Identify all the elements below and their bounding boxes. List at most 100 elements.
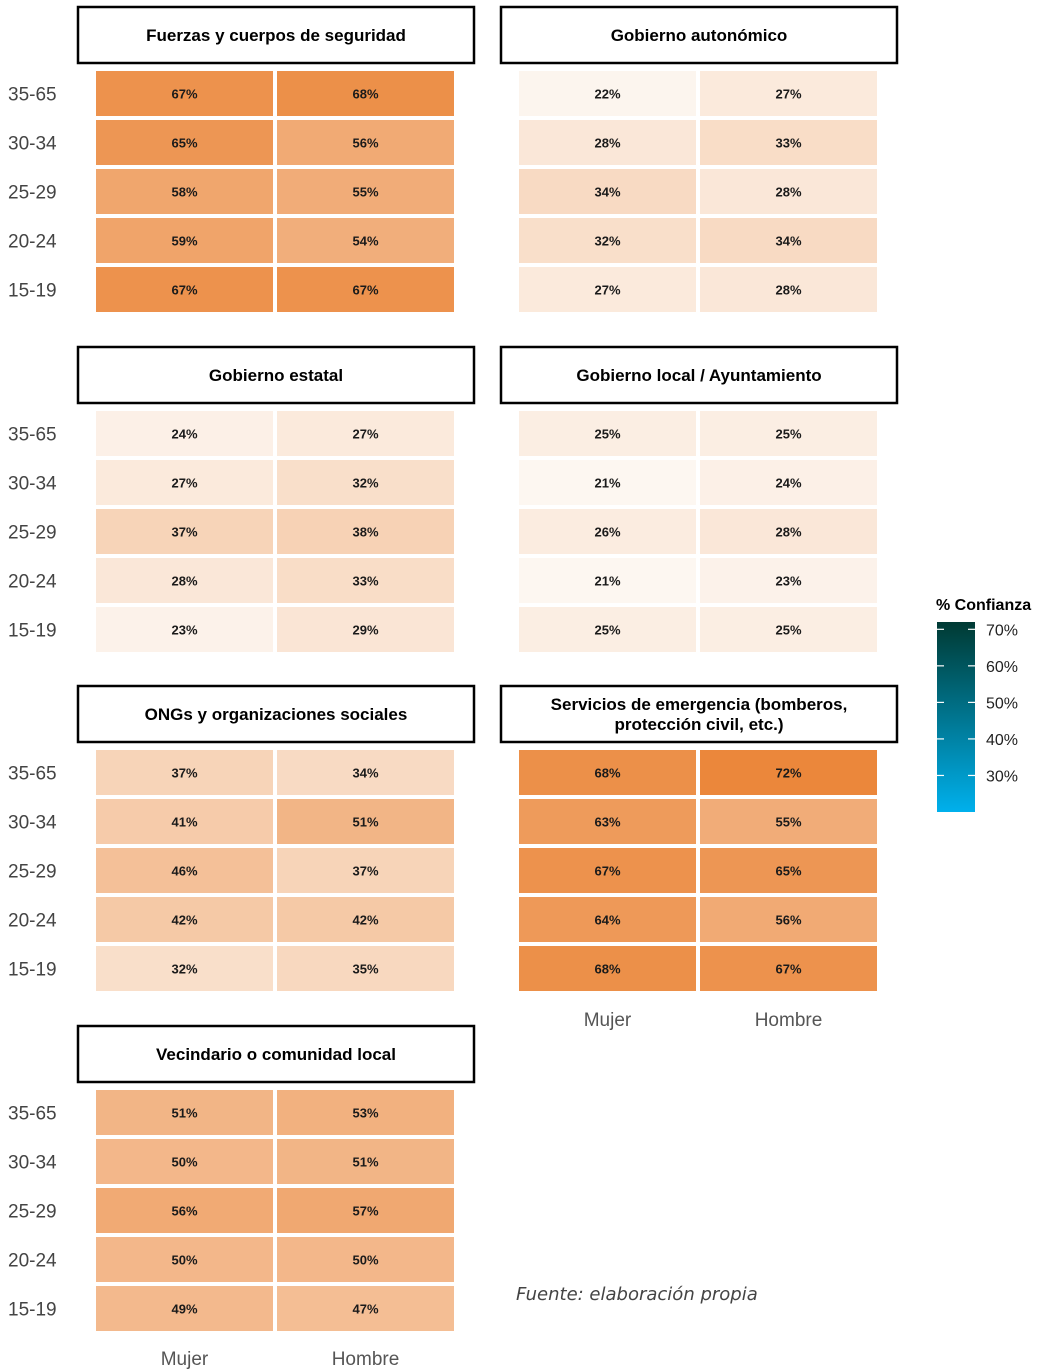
panel-title: Fuerzas y cuerpos de seguridad [146,26,406,45]
cell-label: 47% [352,1302,378,1317]
heatmap-cell [96,411,273,456]
cell-label: 34% [594,185,620,200]
panel-1: Fuerzas y cuerpos de seguridad 67% 68% 65% 5… [8,5,476,312]
panel-title: protección civil, etc.) [614,715,783,734]
cell-label: 56% [171,1204,197,1219]
panel-title-box [499,345,899,405]
row-label: 35-65 [8,1104,57,1125]
cell-label: 27% [775,87,801,102]
cell-label: 55% [775,815,801,830]
heatmap-cell [277,1139,454,1184]
heatmap-cell [700,218,877,263]
heatmap-cell [96,946,273,991]
heatmap-cell [519,799,696,844]
heatmap-cell [700,71,877,116]
heatmap-cell [96,897,273,942]
heatmap-cell [519,169,696,214]
cell-label: 41% [171,815,197,830]
row-label: 20-24 [8,572,57,593]
heatmap-cell [277,558,454,603]
panel-5: ONGs y organizaciones sociales 37% 34% 41% 5… [8,684,476,991]
heatmap-cell [96,750,273,795]
row-label: 30-34 [8,134,57,155]
heatmap-cell [700,946,877,991]
heatmap-cell [96,267,273,312]
legend-title: % Confianza [936,597,1031,614]
heatmap-cell [96,460,273,505]
heatmap-cell [96,848,273,893]
heatmap-cell [700,799,877,844]
cell-label: 21% [594,476,620,491]
row-label: 30-34 [8,813,57,834]
cell-label: 63% [594,815,620,830]
panel-4: Gobierno local / Ayuntamiento 25% 25% 21% 24… [499,345,899,652]
heatmap-cell [700,897,877,942]
cell-label: 24% [775,476,801,491]
row-label: 15-19 [8,1300,57,1321]
panel-3: Gobierno estatal 24% 27% 27% 32% 37% 38% 28% 33%… [8,345,476,652]
cell-label: 28% [775,283,801,298]
heatmap-cell [277,750,454,795]
cell-label: 68% [352,87,378,102]
heatmap-cell [277,897,454,942]
heatmap-cell [96,218,273,263]
cell-label: 27% [594,283,620,298]
heatmap-cell [519,218,696,263]
heatmap-cell [96,1188,273,1233]
cell-label: 50% [171,1253,197,1268]
cell-label: 28% [775,185,801,200]
cell-label: 50% [352,1253,378,1268]
cell-label: 51% [171,1106,197,1121]
cell-label: 55% [352,185,378,200]
cell-label: 59% [171,234,197,249]
heatmap-cell [519,946,696,991]
cell-label: 27% [352,427,378,442]
cell-label: 51% [352,1155,378,1170]
heatmap-cell [277,1090,454,1135]
heatmap-cell [96,1139,273,1184]
heatmap-cell [277,120,454,165]
heatmap-cell [277,607,454,652]
cell-label: 34% [775,234,801,249]
cell-label: 32% [594,234,620,249]
legend-tick-label: 40% [986,732,1018,749]
cell-label: 65% [171,136,197,151]
cell-label: 56% [352,136,378,151]
panel-title: Vecindario o comunidad local [156,1045,396,1064]
heatmap-cell [277,411,454,456]
row-label: 15-19 [8,281,57,302]
legend-tick-label: 60% [986,659,1018,676]
legend-colorbar [937,622,975,812]
heatmap-cell [96,799,273,844]
cell-label: 65% [775,864,801,879]
cell-label: 34% [352,766,378,781]
cell-label: 32% [352,476,378,491]
panel-title-box [76,684,476,744]
row-label: 30-34 [8,474,57,495]
cell-label: 54% [352,234,378,249]
legend-tick-label: 50% [986,695,1018,712]
cell-label: 57% [352,1204,378,1219]
cell-label: 22% [594,87,620,102]
heatmap-cell [700,509,877,554]
heatmap-cell [277,169,454,214]
heatmap-cell [519,750,696,795]
panel-title: Gobierno autonómico [611,26,788,45]
heatmap-cell [700,411,877,456]
panel-2: Gobierno autonómico 22% 27% 28% 33% 34% 28% 32%… [499,5,899,312]
cell-label: 67% [352,283,378,298]
row-label: 25-29 [8,523,57,544]
panel-title-box [76,5,476,65]
panel-title-box [499,5,899,65]
column-label: Hombre [332,1349,400,1370]
heatmap-cell [96,607,273,652]
cell-label: 28% [171,574,197,589]
heatmap-cell [519,267,696,312]
row-label: 35-65 [8,85,57,106]
cell-label: 37% [352,864,378,879]
heatmap-cell [519,848,696,893]
cell-label: 25% [775,623,801,638]
cell-label: 42% [352,913,378,928]
heatmap-cell [519,71,696,116]
panel-title: Servicios de emergencia (bomberos, [551,695,848,714]
